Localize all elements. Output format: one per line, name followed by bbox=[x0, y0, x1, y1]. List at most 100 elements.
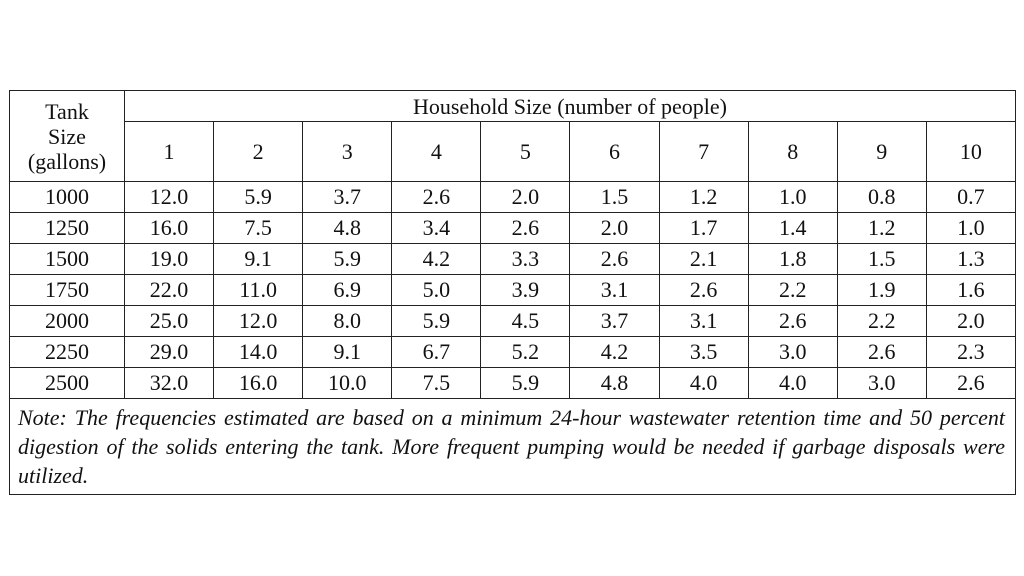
cell: 11.0 bbox=[213, 274, 304, 306]
cell: 1.7 bbox=[658, 212, 749, 244]
cell: 6.7 bbox=[391, 336, 482, 368]
data-row: 1500 19.0 9.1 5.9 4.2 3.3 2.6 2.1 1.8 1.5 1.3 bbox=[9, 243, 1017, 275]
cell: 12.0 bbox=[123, 181, 215, 213]
cell: 4.0 bbox=[658, 367, 749, 399]
tank-size: 1000 bbox=[9, 181, 125, 213]
note-row: Note: The frequencies estimated are base… bbox=[9, 398, 1016, 495]
tank-size: 2500 bbox=[9, 367, 125, 399]
cell: 9.1 bbox=[213, 243, 304, 275]
cell: 1.5 bbox=[836, 243, 927, 275]
cell: 5.9 bbox=[213, 181, 304, 213]
cell: 5.2 bbox=[480, 336, 571, 368]
cell: 3.4 bbox=[391, 212, 482, 244]
cell: 3.3 bbox=[480, 243, 571, 275]
cell: 7.5 bbox=[391, 367, 482, 399]
cell: 0.7 bbox=[925, 181, 1017, 213]
column-row: 1 2 3 4 5 6 7 8 9 10 bbox=[10, 121, 1017, 182]
cell: 1.9 bbox=[836, 274, 927, 306]
household-header: Household Size (number of people) bbox=[124, 90, 1016, 122]
column-header: 7 bbox=[658, 121, 749, 182]
cell: 1.2 bbox=[836, 212, 927, 244]
cell: 4.5 bbox=[480, 305, 571, 337]
cell: 3.1 bbox=[658, 305, 749, 337]
cell: 1.0 bbox=[925, 212, 1017, 244]
cell: 29.0 bbox=[123, 336, 215, 368]
cell: 2.6 bbox=[925, 367, 1017, 399]
cell: 3.9 bbox=[480, 274, 571, 306]
data-row: 2500 32.0 16.0 10.0 7.5 5.9 4.8 4.0 4.0 3.0 2.6 bbox=[9, 367, 1017, 399]
cell: 16.0 bbox=[123, 212, 215, 244]
tank-size: 2250 bbox=[9, 336, 125, 368]
cell: 4.2 bbox=[569, 336, 660, 368]
cell: 1.6 bbox=[925, 274, 1017, 306]
header-row: Tank Size (gallons) Household Size (numb… bbox=[9, 90, 1016, 182]
cell: 1.0 bbox=[747, 181, 838, 213]
cell: 2.0 bbox=[480, 181, 571, 213]
cell: 3.0 bbox=[836, 367, 927, 399]
tank-size: 1500 bbox=[9, 243, 125, 275]
cell: 0.8 bbox=[836, 181, 927, 213]
cell: 16.0 bbox=[213, 367, 304, 399]
cell: 5.9 bbox=[480, 367, 571, 399]
cell: 3.7 bbox=[302, 181, 393, 213]
column-header: 9 bbox=[836, 121, 927, 182]
cell: 14.0 bbox=[213, 336, 304, 368]
data-row: 1250 16.0 7.5 4.8 3.4 2.6 2.0 1.7 1.4 1.2 1.0 bbox=[9, 212, 1017, 244]
cell: 2.2 bbox=[747, 274, 838, 306]
cell: 9.1 bbox=[302, 336, 393, 368]
column-header: 4 bbox=[391, 121, 482, 182]
cell: 1.4 bbox=[747, 212, 838, 244]
tank-header-cell: Tank Size (gallons) bbox=[9, 90, 125, 182]
tank-size: 1750 bbox=[9, 274, 125, 306]
column-header: 5 bbox=[480, 121, 571, 182]
cell: 2.6 bbox=[480, 212, 571, 244]
tank-header: Tank Size (gallons) bbox=[27, 98, 107, 174]
cell: 12.0 bbox=[213, 305, 304, 337]
data-row: 1000 12.0 5.9 3.7 2.6 2.0 1.5 1.2 1.0 0.8 0.7 bbox=[9, 181, 1017, 213]
cell: 2.0 bbox=[569, 212, 660, 244]
cell: 3.5 bbox=[658, 336, 749, 368]
pumping-table: Tank Size (gallons) Household Size (numb… bbox=[9, 90, 1017, 495]
cell: 3.1 bbox=[569, 274, 660, 306]
cell: 7.5 bbox=[213, 212, 304, 244]
data-row: 2000 25.0 12.0 8.0 5.9 4.5 3.7 3.1 2.6 2.2 2.0 bbox=[9, 305, 1017, 337]
cell: 2.6 bbox=[391, 181, 482, 213]
cell: 2.1 bbox=[658, 243, 749, 275]
column-header: 6 bbox=[569, 121, 660, 182]
cell: 25.0 bbox=[123, 305, 215, 337]
cell: 1.8 bbox=[747, 243, 838, 275]
cell: 1.5 bbox=[569, 181, 660, 213]
column-header: 1 bbox=[123, 121, 215, 182]
tank-size: 1250 bbox=[9, 212, 125, 244]
cell: 2.2 bbox=[836, 305, 927, 337]
cell: 6.9 bbox=[302, 274, 393, 306]
column-header: 3 bbox=[302, 121, 393, 182]
cell: 3.0 bbox=[747, 336, 838, 368]
cell: 22.0 bbox=[123, 274, 215, 306]
cell: 5.0 bbox=[391, 274, 482, 306]
cell: 5.9 bbox=[391, 305, 482, 337]
column-header: 10 bbox=[925, 121, 1017, 182]
cell: 2.6 bbox=[569, 243, 660, 275]
cell: 19.0 bbox=[123, 243, 215, 275]
cell: 4.8 bbox=[302, 212, 393, 244]
cell: 5.9 bbox=[302, 243, 393, 275]
cell: 32.0 bbox=[123, 367, 215, 399]
cell: 1.3 bbox=[925, 243, 1017, 275]
cell: 2.6 bbox=[658, 274, 749, 306]
column-header: 8 bbox=[747, 121, 838, 182]
cell: 4.0 bbox=[747, 367, 838, 399]
cell: 2.3 bbox=[925, 336, 1017, 368]
data-row: 1750 22.0 11.0 6.9 5.0 3.9 3.1 2.6 2.2 1.9 1.6 bbox=[9, 274, 1017, 306]
tank-size: 2000 bbox=[9, 305, 125, 337]
column-header: 2 bbox=[213, 121, 304, 182]
data-row: 2250 29.0 14.0 9.1 6.7 5.2 4.2 3.5 3.0 2.6 2.3 bbox=[9, 336, 1017, 368]
cell: 4.8 bbox=[569, 367, 660, 399]
cell: 1.2 bbox=[658, 181, 749, 213]
cell: 2.6 bbox=[836, 336, 927, 368]
cell: 8.0 bbox=[302, 305, 393, 337]
cell: 10.0 bbox=[302, 367, 393, 399]
cell: 3.7 bbox=[569, 305, 660, 337]
note: Note: The frequencies estimated are base… bbox=[9, 398, 1016, 495]
